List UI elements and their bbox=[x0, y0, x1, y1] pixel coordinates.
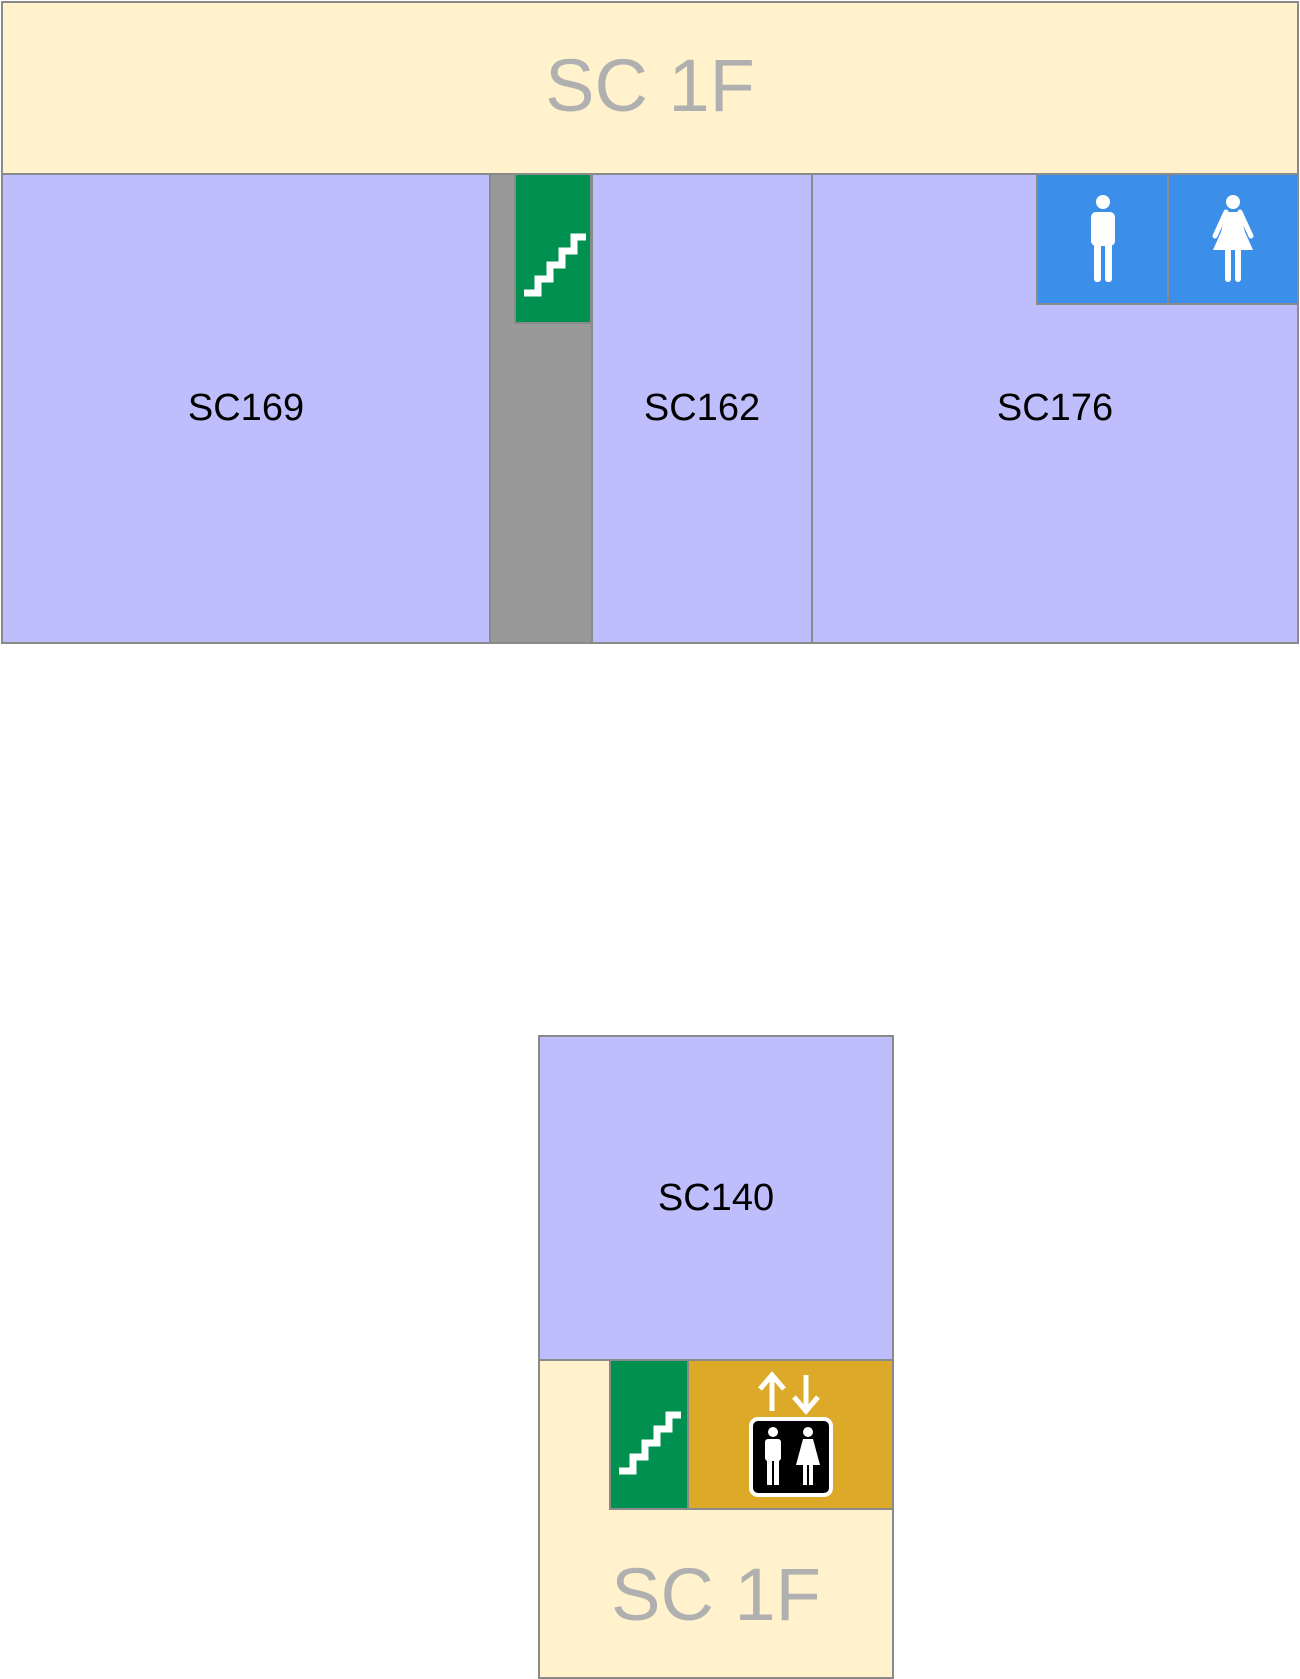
stairs-top[interactable] bbox=[514, 173, 592, 324]
stairs-bottom[interactable] bbox=[609, 1359, 689, 1510]
room-label-sc162: SC162 bbox=[643, 387, 761, 429]
women-restroom-icon bbox=[1212, 195, 1254, 282]
room-sc162[interactable]: SC162 bbox=[591, 173, 813, 644]
elevator[interactable] bbox=[687, 1359, 894, 1510]
floor-label-top: SC 1F bbox=[545, 44, 755, 127]
stairs-icon bbox=[619, 1411, 681, 1475]
room-label-sc169: SC169 bbox=[187, 387, 305, 429]
corridor-top: SC 1F bbox=[1, 1, 1299, 175]
floor-label-bottom: SC 1F bbox=[611, 1553, 821, 1636]
room-label-sc176: SC176 bbox=[996, 387, 1114, 429]
men-restroom-icon bbox=[1090, 195, 1115, 282]
elevator-icon bbox=[748, 1370, 833, 1497]
restroom-men[interactable] bbox=[1036, 173, 1169, 305]
stairs-icon bbox=[524, 233, 586, 297]
room-label-sc140: SC140 bbox=[657, 1176, 775, 1219]
room-sc140[interactable]: SC140 bbox=[538, 1035, 894, 1361]
restroom-women[interactable] bbox=[1167, 173, 1299, 305]
room-sc169[interactable]: SC169 bbox=[1, 173, 491, 644]
